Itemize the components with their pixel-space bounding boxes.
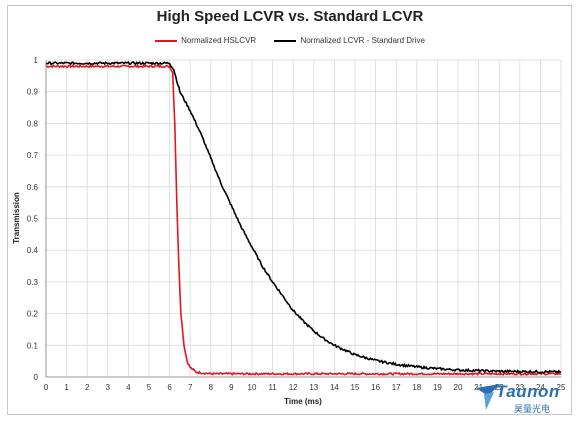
logo-subtext: 昊量光电 bbox=[514, 405, 551, 415]
x-tick-label: 3 bbox=[106, 383, 111, 392]
x-tick-label: 20 bbox=[454, 383, 463, 392]
legend-label-hslcvr: Normalized HSLCVR bbox=[181, 36, 257, 46]
logo-icon bbox=[476, 384, 500, 410]
x-tick-label: 4 bbox=[126, 383, 131, 392]
y-tick-label: 0.5 bbox=[27, 215, 39, 224]
x-tick-label: 11 bbox=[268, 383, 277, 392]
x-tick-label: 16 bbox=[371, 383, 380, 392]
chart-frame bbox=[7, 5, 572, 415]
legend-item-standard: Normalized LCVR - Standard Drive bbox=[274, 36, 425, 45]
legend-item-hslcvr: Normalized HSLCVR bbox=[155, 36, 256, 45]
x-tick-label: 9 bbox=[229, 383, 234, 392]
y-tick-label: 0.2 bbox=[27, 310, 39, 319]
y-tick-label: 0.7 bbox=[27, 151, 39, 160]
x-tick-label: 25 bbox=[557, 383, 566, 392]
x-tick-label: 7 bbox=[188, 383, 193, 392]
x-tick-label: 2 bbox=[85, 383, 90, 392]
chart-title: High Speed LCVR vs. Standard LCVR bbox=[156, 8, 424, 25]
x-tick-label: 22 bbox=[495, 383, 504, 392]
x-tick-label: 23 bbox=[515, 383, 524, 392]
y-axis-label: Transmission bbox=[12, 192, 21, 244]
watermark-logo: Taunon 昊量光电 bbox=[474, 380, 574, 420]
y-tick-label: 0.9 bbox=[27, 88, 39, 97]
legend-label-standard: Normalized LCVR - Standard Drive bbox=[300, 36, 425, 46]
x-tick-label: 5 bbox=[147, 383, 152, 392]
x-tick-label: 14 bbox=[330, 383, 339, 392]
x-tick-label: 15 bbox=[351, 383, 360, 392]
chart-legend: Normalized HSLCVR Normalized LCVR - Stan… bbox=[0, 36, 580, 45]
series-line-standard bbox=[45, 60, 562, 374]
legend-swatch-standard bbox=[274, 40, 297, 43]
y-tick-label: 0 bbox=[34, 373, 39, 382]
y-tick-label: 0.4 bbox=[27, 246, 39, 255]
logo-text: Taunon bbox=[496, 382, 560, 401]
x-tick-label: 13 bbox=[309, 383, 318, 392]
series-line-hslcvr bbox=[45, 64, 562, 376]
x-tick-label: 1 bbox=[64, 383, 69, 392]
y-tick-label: 0.8 bbox=[27, 119, 39, 128]
x-axis-label: Time (ms) bbox=[284, 397, 322, 406]
x-tick-label: 17 bbox=[392, 383, 401, 392]
x-tick-label: 19 bbox=[433, 383, 442, 392]
x-tick-label: 24 bbox=[536, 383, 545, 392]
x-tick-label: 21 bbox=[474, 383, 483, 392]
x-tick-label: 8 bbox=[209, 383, 214, 392]
y-tick-label: 0.3 bbox=[27, 278, 39, 287]
y-tick-label: 0.6 bbox=[27, 183, 39, 192]
x-tick-label: 12 bbox=[289, 383, 298, 392]
y-tick-label: 0.1 bbox=[27, 341, 39, 350]
y-tick-label: 1 bbox=[34, 56, 39, 65]
x-tick-label: 6 bbox=[167, 383, 172, 392]
x-tick-label: 10 bbox=[248, 383, 257, 392]
x-tick-label: 18 bbox=[412, 383, 421, 392]
x-tick-label: 0 bbox=[44, 383, 49, 392]
legend-swatch-hslcvr bbox=[155, 40, 178, 43]
